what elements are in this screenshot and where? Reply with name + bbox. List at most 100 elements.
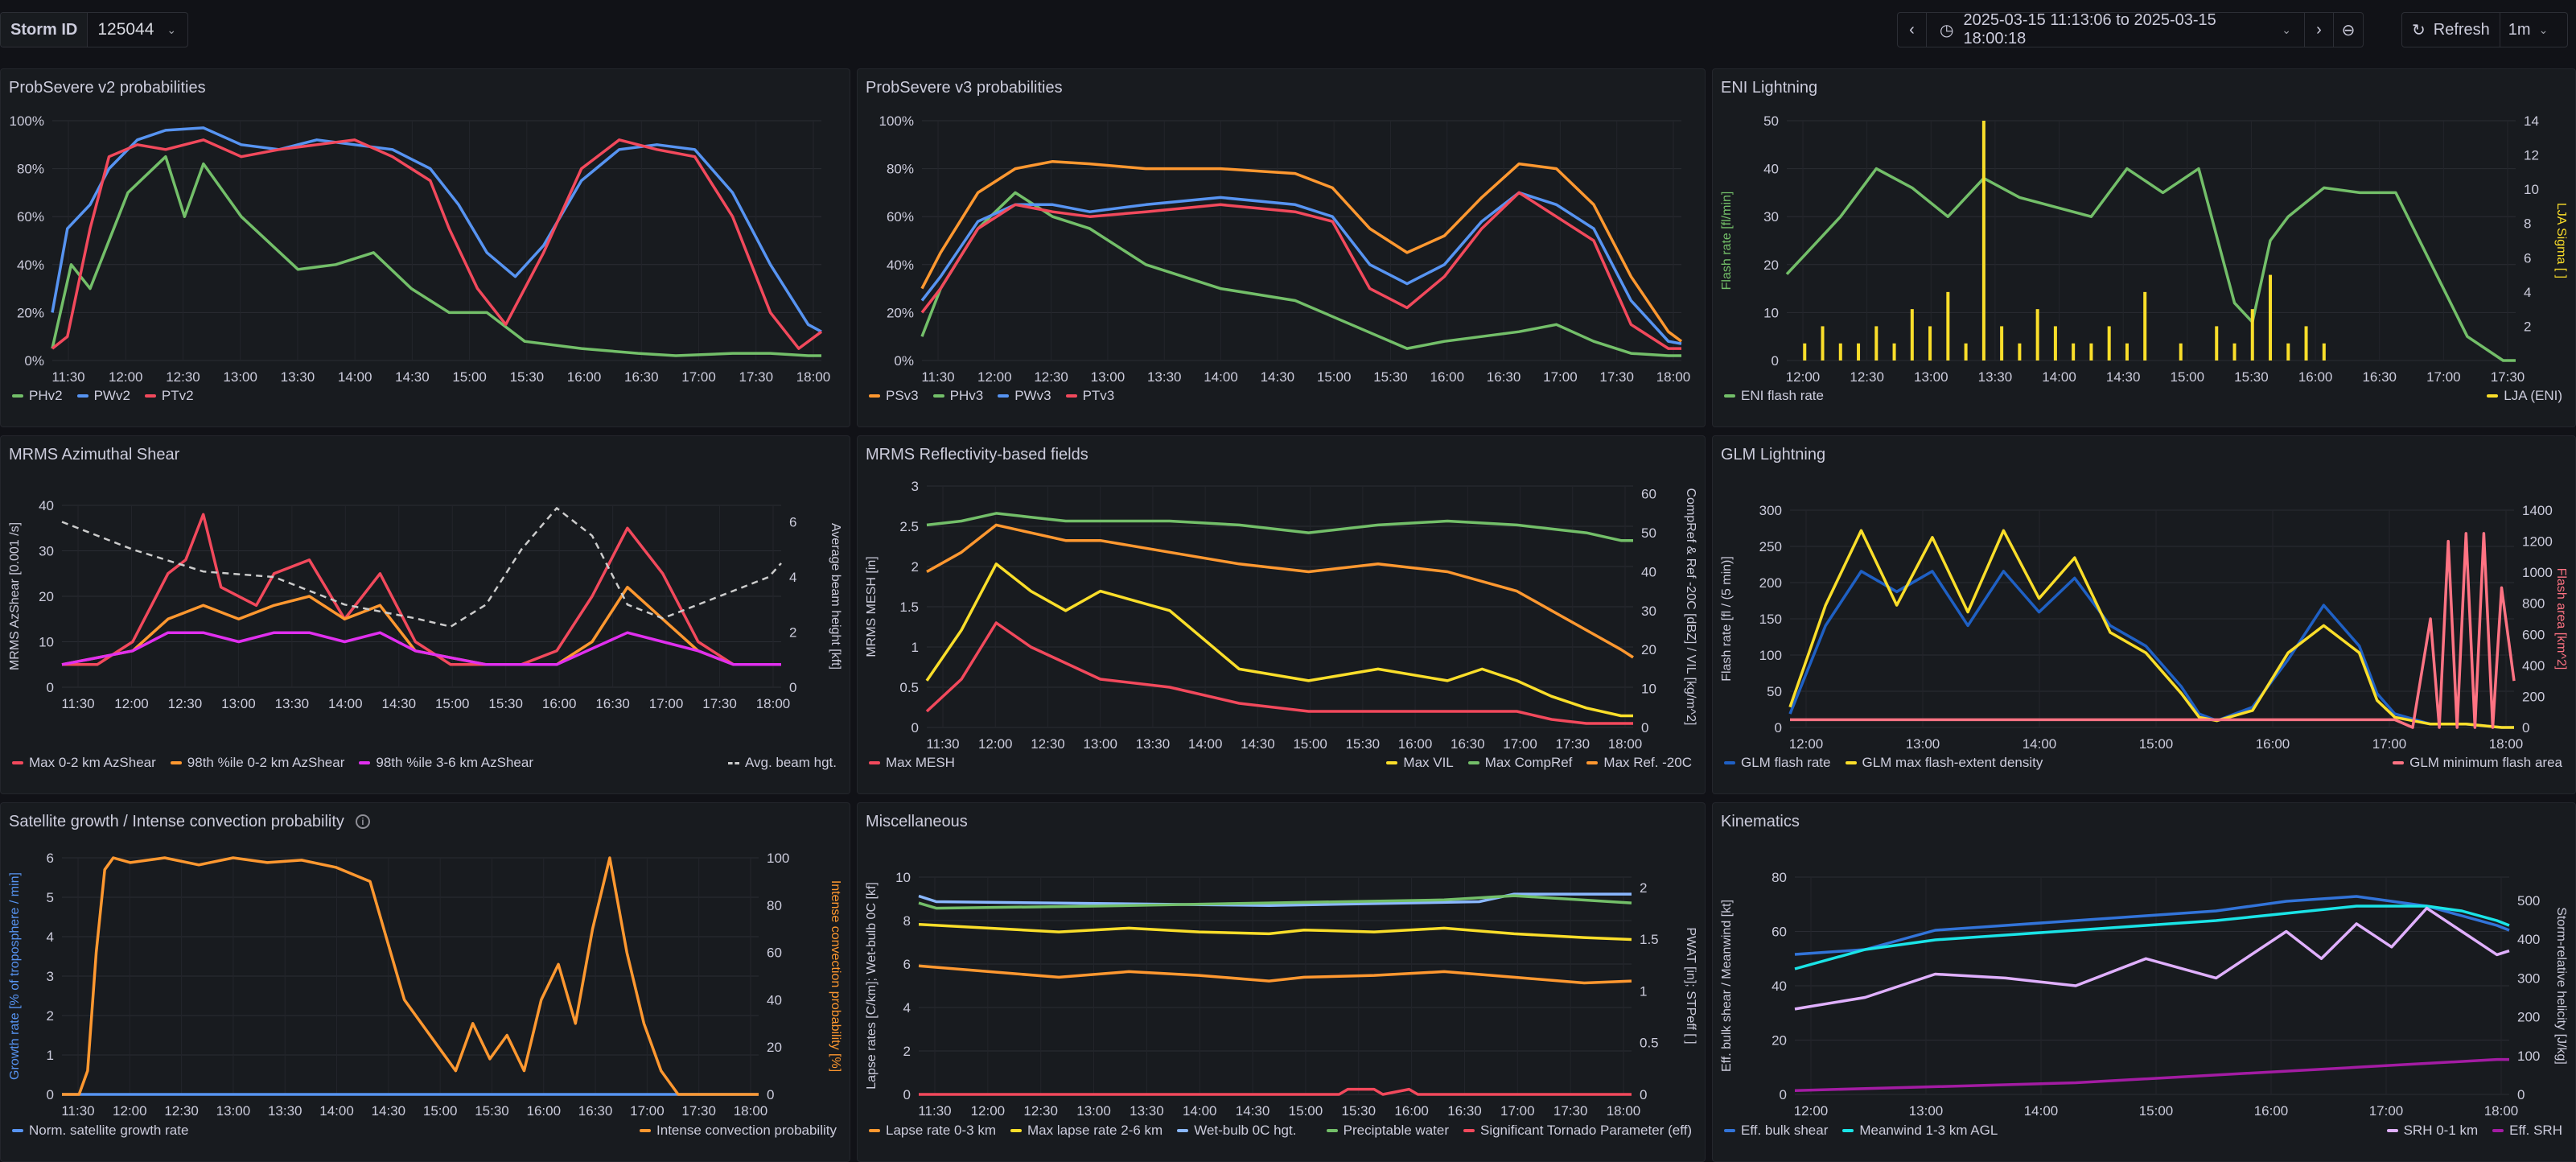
zoom-out-icon[interactable]: ⊖ [2341, 21, 2356, 39]
legend-item[interactable]: Max MESH [869, 755, 955, 771]
legend: PSv3 PHv3 PWv3 PTv3 [869, 388, 1114, 404]
x-tick-label: 17:30 [702, 696, 737, 711]
legend-item[interactable]: Eff. bulk shear [1724, 1123, 1828, 1139]
variable-label: Storm ID [1, 13, 88, 47]
legend-item[interactable]: Eff. SRH [2492, 1123, 2562, 1139]
x-tick-label: 15:00 [435, 696, 470, 711]
y2-tick-label: 800 [2522, 596, 2545, 612]
x-tick-label: 13:00 [1909, 1103, 1944, 1119]
x-tick-label: 14:00 [1204, 369, 1238, 385]
y-tick-label: 1.5 [899, 600, 919, 615]
legend-swatch [1724, 761, 1735, 764]
legend-item[interactable]: Max Ref. -20C [1586, 755, 1692, 771]
legend-right: Max VIL Max CompRef Max Ref. -20C [1386, 755, 1692, 771]
legend-swatch [1177, 1129, 1189, 1132]
legend-item[interactable]: PHv3 [932, 388, 983, 404]
legend-item[interactable]: Meanwind 1-3 km AGL [1842, 1123, 1998, 1139]
panel-title: ENI Lightning [1721, 79, 1818, 97]
chevron-right-icon[interactable]: › [2305, 13, 2334, 47]
storm-id-select[interactable]: 125044 ⌄ [88, 13, 187, 47]
legend-item[interactable]: GLM max flash-extent density [1845, 755, 2043, 771]
x-tick-label: 16:00 [2298, 369, 2333, 385]
storm-id-variable[interactable]: Storm ID 125044 ⌄ [0, 12, 189, 47]
series-line [918, 894, 1632, 910]
legend-item[interactable]: PTv3 [1065, 388, 1114, 404]
legend-swatch [869, 761, 880, 764]
legend-item[interactable]: 98th %ile 0-2 km AzShear [170, 755, 344, 771]
y-tick-label: 200 [1759, 575, 1782, 591]
x-tick-label: 17:00 [2369, 1103, 2404, 1119]
x-tick-label: 15:00 [2139, 736, 2174, 752]
legend-item[interactable]: SRH 0-1 km [2386, 1123, 2478, 1139]
legend-item[interactable]: Intense convection probability [640, 1123, 837, 1139]
y2-axis-label: Intense convection probability [%] [829, 880, 842, 1072]
x-tick-label: 17:00 [630, 1103, 665, 1119]
legend-item[interactable]: Lapse rate 0-3 km [869, 1123, 996, 1139]
x-tick-label: 14:00 [2024, 1103, 2059, 1119]
series-line [925, 621, 1633, 725]
legend-label: Max 0-2 km AzShear [29, 755, 156, 770]
x-tick-label: 11:30 [921, 369, 954, 385]
x-tick-label: 15:30 [1341, 1103, 1376, 1119]
y-tick-label: 0 [47, 1087, 54, 1102]
panel-miscellaneous: Miscellaneous 0 2 4 6 8 10 0 0.5 1 1.5 2 11:30 12:00… [857, 802, 1706, 1162]
legend-item[interactable]: GLM flash rate [1724, 755, 1831, 771]
legend-label: Lapse rate 0-3 km [886, 1123, 997, 1138]
x-tick-label: 17:00 [1500, 1103, 1535, 1119]
legend-item[interactable]: Preciptable water [1326, 1123, 1449, 1139]
legend-item[interactable]: Max lapse rate 2-6 km [1010, 1123, 1162, 1139]
legend-item[interactable]: LJA (ENI) [2487, 388, 2562, 404]
series-line [925, 562, 1633, 718]
y2-tick-label: 1400 [2522, 503, 2553, 518]
legend-item[interactable]: PSv3 [869, 388, 919, 404]
refresh-button[interactable]: ↻ Refresh [2402, 13, 2500, 47]
info-icon[interactable]: i [355, 814, 370, 829]
series-line [51, 155, 821, 357]
x-tick-label: 13:00 [1906, 736, 1940, 752]
y2-tick-label: 500 [2517, 893, 2540, 909]
legend-item[interactable]: PHv2 [12, 388, 63, 404]
series-line [62, 856, 759, 1096]
y2-tick-label: 600 [2522, 627, 2545, 642]
legend-item[interactable]: Significant Tornado Parameter (eff) [1463, 1123, 1692, 1139]
legend-item[interactable]: PWv2 [76, 388, 130, 404]
x-tick-label: 14:00 [2023, 736, 2057, 752]
chevron-left-icon[interactable]: ‹ [1898, 13, 1927, 47]
legend-item[interactable]: ENI flash rate [1724, 388, 1824, 404]
legend-item[interactable]: Max CompRef [1467, 755, 1572, 771]
y-axis-label: MRMS MESH [in] [865, 556, 879, 657]
x-tick-label: 13:00 [221, 696, 256, 711]
legend-item[interactable]: Max VIL [1386, 755, 1454, 771]
legend-swatch [12, 394, 23, 398]
y-tick-label: 250 [1759, 539, 1782, 554]
legend-item[interactable]: Max 0-2 km AzShear [12, 755, 156, 771]
chart-plot: 0 2 4 6 8 10 0 0.5 1 1.5 2 11:30 12:00 12:30 13:00 13:3… [865, 870, 1697, 1119]
x-tick-label: 13:00 [1914, 369, 1948, 385]
legend-item[interactable]: Norm. satellite growth rate [12, 1123, 188, 1139]
legend-swatch [1463, 1129, 1475, 1132]
refresh-interval-picker[interactable]: 1m ⌄ [2500, 13, 2557, 47]
legend-item[interactable]: PWv3 [998, 388, 1051, 404]
series-line [1788, 570, 2514, 729]
legend-item[interactable]: Avg. beam hgt. [727, 755, 837, 771]
chart-plot: 0 50 100 150 200 250 300 0 200 400 600 800 1000 1200 1… [1720, 503, 2568, 752]
legend-item[interactable]: 98th %ile 3-6 km AzShear [359, 755, 533, 771]
time-range-picker[interactable]: ◷ 2025-03-15 11:13:06 to 2025-03-15 18:0… [1927, 13, 2305, 47]
panel-title: Satellite growth / Intense convection pr… [9, 813, 370, 831]
y-tick-label: 40 [1772, 979, 1787, 994]
series-line [1785, 167, 2516, 362]
y2-tick-label: 0 [1640, 1087, 1647, 1102]
x-tick-label: 16:00 [1398, 736, 1433, 752]
legend: Norm. satellite growth rate [12, 1123, 188, 1139]
y2-axis-label: LJA Sigma [ ] [2554, 203, 2568, 278]
legend: Max MESH [869, 755, 955, 771]
y2-axis-label: PWAT [in]; STPeff [ ] [1684, 927, 1697, 1044]
y2-tick-label: 0 [789, 680, 796, 695]
legend-item[interactable]: GLM minimum flash area [2393, 755, 2562, 771]
y2-tick-label: 1000 [2522, 565, 2553, 580]
legend-item[interactable]: Wet-bulb 0C hgt. [1177, 1123, 1296, 1139]
x-tick-label: 14:30 [1261, 369, 1295, 385]
legend-item[interactable]: PTv2 [144, 388, 194, 404]
legend-swatch [1586, 761, 1599, 764]
x-tick-label: 15:00 [1293, 736, 1327, 752]
